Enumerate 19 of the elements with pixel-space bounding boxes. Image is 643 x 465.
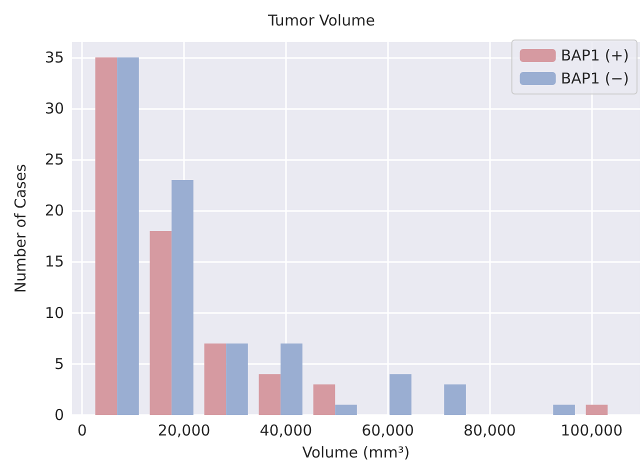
y-tick-label: 35 [44, 48, 64, 66]
y-tick-label: 5 [54, 354, 64, 373]
y-tick-label: 30 [44, 99, 64, 118]
legend-label: BAP1 (+) [560, 46, 630, 64]
x-tick-label: 100,000 [560, 422, 623, 440]
x-tick-label: 40,000 [260, 422, 312, 440]
x-tick-label: 80,000 [463, 422, 516, 440]
y-tick-label: 25 [44, 150, 64, 169]
x-axis-title: Volume (mm³) [302, 444, 410, 462]
y-tick-label: 15 [44, 252, 64, 271]
y-tick-label: 20 [44, 202, 64, 220]
y-tick-label: 10 [44, 304, 64, 322]
x-tick-label: 0 [77, 422, 87, 440]
legend-label: BAP1 (−) [560, 70, 630, 88]
x-tick-label: 60,000 [362, 422, 414, 440]
y-axis-title: Number of Cases [12, 164, 30, 293]
chart-title: Tumor Volume [267, 12, 375, 30]
x-tick-label: 20,000 [158, 422, 210, 440]
y-tick-label: 0 [54, 406, 64, 424]
